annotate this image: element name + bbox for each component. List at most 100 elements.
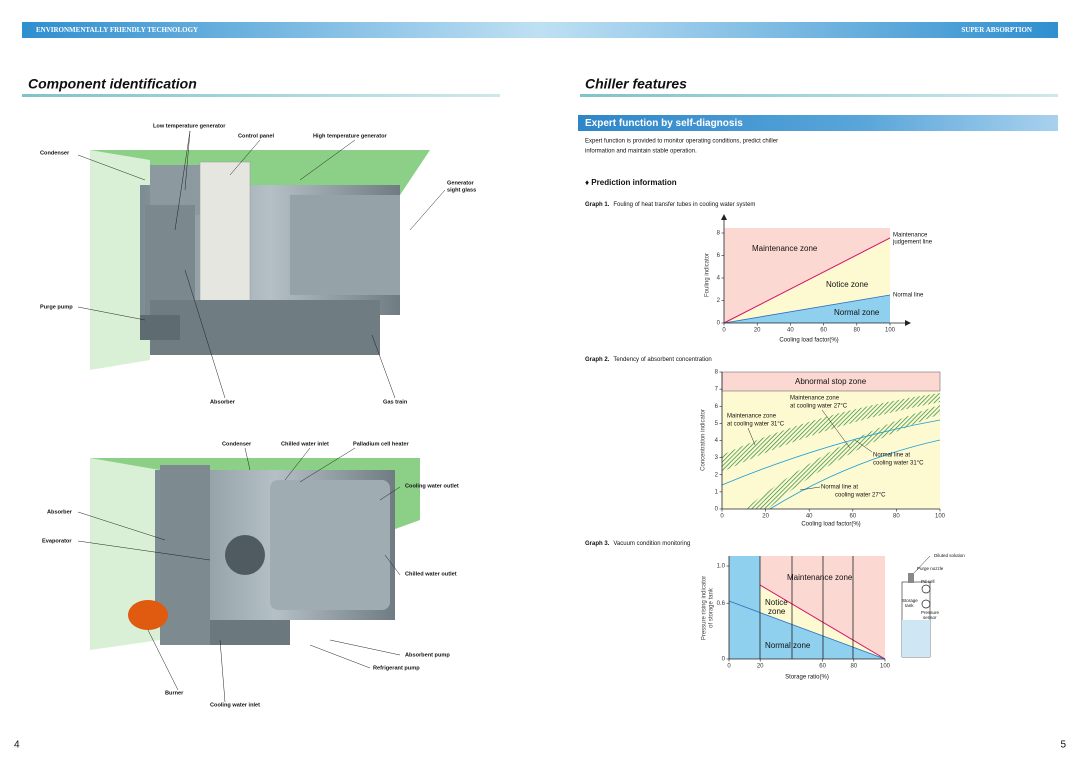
- y-axis-title: Fouling indicator: [705, 253, 711, 297]
- x-tick-label: 0: [722, 328, 726, 334]
- header-right: SUPER ABSORPTION: [961, 26, 1032, 34]
- zone-label: Abnormal stop zone: [795, 377, 867, 386]
- callout-label: Cooling water outlet: [405, 483, 459, 489]
- banner-text: Expert function by self-diagnosis: [585, 118, 743, 129]
- x-tick-label: 60: [819, 664, 826, 670]
- callout-label: Evaporator: [42, 538, 72, 544]
- callout-label: Refrigerant pump: [373, 665, 420, 671]
- header-bar: [22, 22, 1058, 38]
- chiller-photo-2: [90, 458, 420, 650]
- y-axis-title: of storage tank: [709, 587, 715, 628]
- y-tick-label: 0.6: [717, 601, 726, 607]
- callout-label: Generator: [447, 180, 475, 186]
- y-tick-label: 0: [715, 507, 719, 513]
- line-label: cooling water 27°C: [835, 493, 886, 499]
- x-tick-label: 100: [885, 328, 896, 334]
- graph-caption: Graph 3. Vacuum condition monitoring: [585, 541, 690, 547]
- zone-label: Maintenance zone: [790, 396, 840, 402]
- chiller-photo-1: [90, 150, 430, 370]
- diagram-label: Diluted solution: [934, 553, 965, 558]
- x-tick-label: 80: [893, 514, 900, 520]
- y-tick-label: 0: [717, 321, 721, 327]
- zone-label: Maintenance zone: [752, 244, 818, 253]
- y-tick-label: 2: [715, 472, 719, 478]
- graph-number: Graph 3.: [585, 541, 610, 547]
- x-tick-label: 20: [754, 328, 761, 334]
- zone-label: Maintenance zone: [727, 414, 777, 420]
- y-tick-label: 4: [715, 438, 719, 444]
- callout-label: High temperature generator: [313, 133, 387, 139]
- zone-label: Notice: [765, 598, 788, 607]
- zone-label: Maintenance zone: [787, 573, 853, 582]
- y-tick-label: 7: [715, 387, 719, 393]
- subheading: ♦ Prediction information: [585, 178, 677, 187]
- graph3-zones: [728, 555, 931, 660]
- callout-label: Control panel: [238, 133, 274, 139]
- zone-label: Notice zone: [826, 280, 869, 289]
- x-tick-label: 20: [762, 514, 769, 520]
- line-label: Normal line: [893, 293, 924, 299]
- section-title: Component identification: [28, 76, 197, 92]
- y-tick-label: 1: [715, 489, 719, 495]
- callout-label: Low temperature generator: [153, 123, 226, 129]
- diagram-label: Pd cell: [921, 579, 935, 584]
- description: information and maintain stable operatio…: [585, 149, 697, 155]
- x-axis-title: Cooling load factor(%): [801, 522, 860, 528]
- y-tick-label: 8: [717, 231, 721, 237]
- description: Expert function is provided to monitor o…: [585, 139, 778, 145]
- diagram-label: Storage: [902, 598, 918, 603]
- x-tick-label: 60: [820, 328, 827, 334]
- callout-label: Condenser: [222, 441, 252, 447]
- leader-lines: [77, 130, 446, 399]
- graph1-zones: [721, 214, 911, 326]
- x-tick-label: 0: [727, 664, 731, 670]
- section-title: Chiller features: [585, 76, 687, 92]
- callout-label: Palladium cell heater: [353, 441, 409, 447]
- title-rule: [580, 94, 1058, 97]
- diagram-label: Pressure: [921, 610, 940, 615]
- x-tick-label: 0: [720, 514, 724, 520]
- graph2-zones: [721, 371, 941, 510]
- zone-label: Normal zone: [834, 308, 880, 317]
- zone-label: at cooling water 31°C: [727, 422, 785, 428]
- line-label: cooling water 31°C: [873, 461, 924, 467]
- callout-label: Gas train: [383, 399, 408, 405]
- y-tick-label: 2: [717, 298, 721, 304]
- x-tick-label: 40: [806, 514, 813, 520]
- page-number: 4: [14, 740, 20, 751]
- graph-caption: Graph 2. Tendency of absorbent concentrat…: [585, 357, 712, 363]
- callout-label: sight glass: [447, 187, 476, 193]
- y-tick-label: 8: [715, 370, 719, 376]
- y-tick-label: 4: [717, 276, 721, 282]
- diagram-label: sensor: [923, 615, 937, 620]
- graph-caption-text: Vacuum condition monitoring: [613, 541, 690, 547]
- y-axis-title: Pressure rising indicator: [702, 576, 708, 640]
- x-axis-title: Storage ratio(%): [785, 675, 829, 681]
- x-tick-label: 100: [880, 664, 891, 670]
- callout-label: Chilled water outlet: [405, 571, 457, 577]
- line-label: judgement line: [892, 240, 933, 246]
- x-tick-label: 20: [757, 664, 764, 670]
- graph-caption: Graph 1. Fouling of heat transfer tubes i…: [585, 202, 755, 208]
- x-tick-label: 60: [849, 514, 856, 520]
- x-tick-label: 100: [935, 514, 946, 520]
- y-tick-label: 6: [715, 404, 719, 410]
- callout-label: Absorber: [210, 399, 236, 405]
- y-axis-title: Concentration indicator: [701, 409, 707, 471]
- diagram-label: tank: [905, 603, 914, 608]
- x-tick-label: 80: [850, 664, 857, 670]
- page-number: 5: [1060, 740, 1066, 751]
- header-left: ENVIRONMENTALLY FRIENDLY TECHNOLOGY: [36, 26, 198, 34]
- y-tick-label: 3: [715, 455, 719, 461]
- graph-number: Graph 2.: [585, 357, 610, 363]
- line-label: Normal line at: [821, 485, 858, 491]
- title-rule: [22, 94, 500, 97]
- x-tick-label: 80: [853, 328, 860, 334]
- callout-label: Absorber: [47, 509, 73, 515]
- callout-label: Purge pump: [40, 304, 73, 310]
- y-tick-label: 0: [722, 657, 726, 663]
- leader-lines: [77, 447, 401, 703]
- y-tick-label: 1.0: [717, 564, 726, 570]
- x-tick-label: 40: [787, 328, 794, 334]
